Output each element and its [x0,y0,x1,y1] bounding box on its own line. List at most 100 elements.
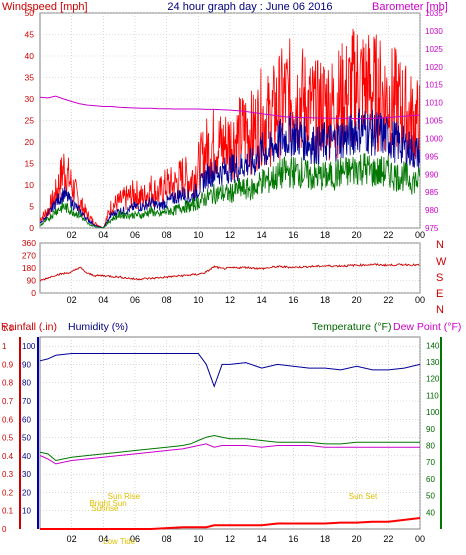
x-tick-label: 12 [225,295,235,305]
direction-y-tick-label: 180 [22,263,36,273]
dewpoint-axis-label: Dew Point (°F) [393,321,461,333]
temperature-y-tick-label: 130 [426,358,440,367]
x-tick-label: 18 [320,534,330,544]
direction-y-tick-label: 0 [31,288,36,298]
x-tick-label: 04 [98,295,108,305]
rain-y-tick-label: 0 [2,525,7,534]
rain-grid [19,337,442,529]
wind-y-tick-label: 0 [29,223,34,233]
baro-y-tick-label: 1030 [425,27,443,36]
rain-y-tick-label: 0.4 [2,452,14,461]
wind-y-tick-label: 35 [25,73,35,83]
humidity-y-tick-label: 20 [22,488,31,497]
x-tick-label: 16 [288,534,298,544]
direction-grid [40,242,421,294]
temperature-y-tick-label: 40 [426,508,435,517]
rain-y-ticks: 0 0.1 0.2 0.3 0.4 0.5 0.6 0.7 0.8 0.9 1 1.1 [2,324,14,534]
baro-y-tick-label: 1005 [425,117,443,126]
x-tick-label: 02 [67,295,77,305]
barometer-line [39,95,421,120]
x-tick-label: 04 [98,534,108,544]
x-tick-label: 08 [162,534,172,544]
x-tick-label: 06 [130,534,140,544]
temperature-line [39,434,420,462]
x-tick-label: 00 [415,230,425,240]
rainfall-line [40,517,421,530]
temperature-y-tick-label: 50 [426,492,435,501]
x-tick-label: 16 [288,230,298,240]
x-tick-label: 18 [320,295,330,305]
direction-series [39,262,420,282]
rain-y-tick-label: 1.1 [2,324,14,333]
wind-y-tick-label: 10 [25,180,35,190]
event-label: Bright Sun [89,499,126,508]
temperature-y-tick-label: 70 [426,458,435,467]
compass-label: E [436,288,443,300]
humidity-y-tick-label: 80 [22,379,31,388]
temperature-y-tick-label: 90 [426,425,435,434]
x-tick-label: 14 [257,295,267,305]
x-tick-label: 08 [162,230,172,240]
x-tick-label: 22 [383,295,393,305]
humidity-y-tick-label: 100 [22,342,36,351]
event-label: Sunrise [91,504,119,513]
direction-line [39,262,420,282]
x-tick-label: 02 [67,534,77,544]
direction-y-tick-label: 270 [22,251,36,261]
wind-y-tick-label: 25 [25,116,35,126]
baro-y-tick-label: 990 [425,170,439,179]
compass-label: N [436,239,444,251]
humidity-axis-label: Humidity (%) [68,321,128,333]
wind-y-tick-label: 45 [25,30,35,40]
rain-y-tick-label: 0.2 [2,488,14,497]
temperature-y-tick-label: 110 [426,391,439,400]
direction-x-ticks: 02 04 06 08 10 12 14 16 18 20 22 00 [67,295,425,305]
compass-label: W [436,256,447,268]
temperature-y-tick-label: 80 [426,442,435,451]
event-label: Low Tide [103,537,136,546]
baro-y-tick-label: 1010 [425,99,443,108]
wind-y-tick-label: 20 [25,137,35,147]
rain-y-tick-label: 0.7 [2,397,14,406]
rainfall-axis-label: Rainfall (.in) [1,321,57,333]
humidity-y-tick-label: 40 [22,452,31,461]
humidity-y-ticks: 10 20 30 40 50 60 70 80 90 100 [22,342,36,516]
baro-y-tick-label: 1035 [425,9,443,18]
wind-series [39,28,421,229]
x-tick-label: 00 [415,534,425,544]
barometer-axis-label: Barometer [mb] [372,1,448,13]
direction-y-tick-label: 360 [22,238,36,248]
x-tick-label: 14 [257,534,267,544]
x-tick-label: 20 [352,230,362,240]
baro-y-tick-label: 1015 [425,81,443,90]
baro-y-tick-label: 975 [425,224,439,233]
wind-y-tick-label: 40 [25,51,35,61]
direction-y-ticks: 0 90 180 270 360 [22,238,36,298]
wind-barometer-panel: Windspeed [mph] 24 hour graph day : June… [2,1,448,240]
baro-y-tick-label: 1025 [425,45,443,54]
baro-y-tick-label: 1000 [425,134,443,143]
rain-series [39,353,421,530]
rain-x-ticks: 02 04 06 08 10 12 14 16 18 20 22 00 [67,534,425,544]
rain-y-tick-label: 0.8 [2,379,14,388]
x-tick-label: 06 [130,295,140,305]
chart-title: 24 hour graph day : June 06 2016 [167,1,332,13]
humidity-y-tick-label: 70 [22,397,31,406]
rain-y-tick-label: 0.3 [2,470,14,479]
rain-y-tick-label: 0.6 [2,415,14,424]
wind-y-tick-label: 15 [25,159,35,169]
baro-y-ticks: 975 980 985 990 995 1000 1005 1010 1015 1020 1025 1… [425,9,443,233]
x-tick-label: 18 [320,230,330,240]
baro-y-tick-label: 995 [425,152,439,161]
x-tick-label: 22 [383,230,393,240]
baro-y-tick-label: 980 [425,206,439,215]
event-label: Sun Rise [108,492,141,501]
rain-y-tick-label: 0.9 [2,360,14,369]
compass-label: N [436,304,444,316]
humidity-y-tick-label: 30 [22,470,31,479]
